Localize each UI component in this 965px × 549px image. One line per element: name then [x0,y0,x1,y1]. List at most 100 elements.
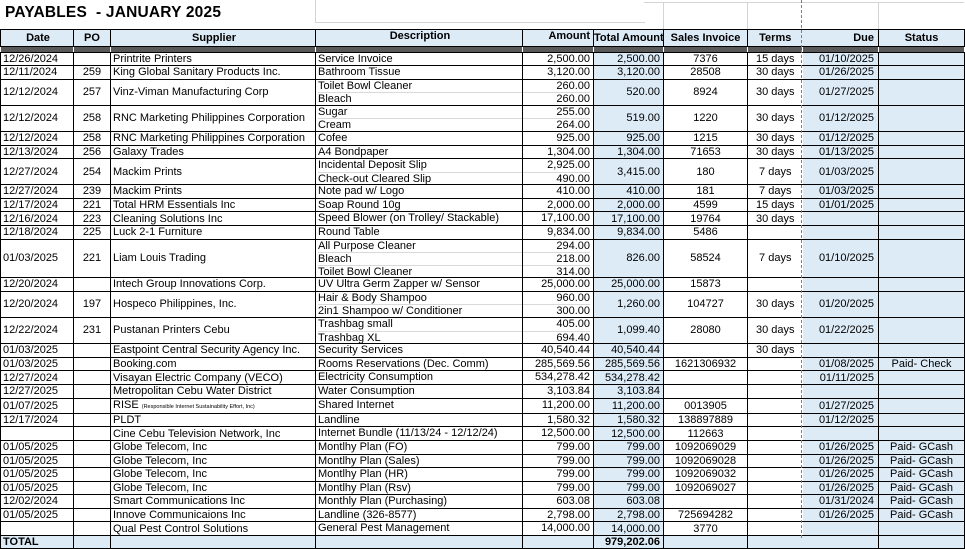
cell-terms[interactable] [747,225,803,240]
cell-po[interactable]: 258 [73,130,111,146]
cell-supplier[interactable]: PLDT [110,412,316,428]
cell-date[interactable]: 01/05/2025 [0,480,74,496]
cell-po[interactable]: 231 [73,317,111,345]
cell-due[interactable]: 01/13/2025 [802,144,879,160]
cell-date[interactable]: 12/11/2024 [0,65,74,80]
header-total[interactable]: Total Amount [593,29,664,47]
cell-status[interactable] [878,197,965,213]
cell-due[interactable]: 01/12/2025 [802,130,879,146]
cell-amount[interactable]: 799.00 [522,467,594,482]
cell-total[interactable]: 17,100.00 [593,211,664,227]
cell-po[interactable]: 259 [73,65,111,80]
cell-invoice[interactable]: 112663 [663,426,748,441]
cell-date[interactable]: 01/05/2025 [0,507,74,523]
cell-supplier[interactable]: Intech Group Innovations Corp. [110,277,316,292]
cell-supplier[interactable]: Hospeco Philippines, Inc. [110,290,316,319]
cell-due[interactable]: 01/22/2025 [802,317,879,345]
cell-status[interactable] [878,238,965,279]
cell-total[interactable]: 11,200.00 [593,397,664,414]
cell-amount[interactable]: 2,925.00 490.00 [522,158,594,186]
cell-invoice[interactable]: 138897889 [663,412,748,428]
cell-terms[interactable] [747,507,803,523]
cell-po[interactable] [73,51,111,67]
cell-invoice[interactable]: 180 [663,158,748,186]
cell-desc[interactable]: Montlhy Plan (FO) [315,439,523,455]
cell-desc[interactable]: All Purpose Cleaner Bleach Toilet Bowl Cle… [315,238,523,279]
cell-date[interactable]: 12/20/2024 [0,277,74,292]
cell-amount[interactable]: 799.00 [522,453,594,469]
cell-terms[interactable]: 30 days [747,104,803,132]
cell-due[interactable]: 01/26/2025 [802,507,879,523]
cell-due[interactable]: 01/20/2025 [802,290,879,319]
cell-supplier[interactable]: Cine Cebu Television Network, Inc [110,426,316,441]
cell-amount[interactable]: 1,580.32 [522,412,594,428]
cell-invoice[interactable] [663,494,748,509]
cell-status[interactable] [878,290,965,319]
cell-desc[interactable]: Hair & Body Shampoo 2in1 Shampoo w/ Condi… [315,290,523,319]
cell-desc[interactable]: Sugar Cream [315,104,523,132]
cell-status[interactable] [878,78,965,106]
cell-desc[interactable]: Cofee [315,130,523,146]
cell-date[interactable]: 01/05/2025 [0,467,74,482]
cell-desc[interactable]: Incidental Deposit Slip Check-out Cleared… [315,158,523,186]
cell-status[interactable] [878,521,965,537]
cell-status[interactable]: Paid- GCash [878,439,965,455]
cell-due[interactable] [802,426,879,441]
header-po[interactable]: PO [73,29,111,47]
cell-amount[interactable]: 1,304.00 [522,144,594,160]
cell-desc[interactable]: Service Invoice [315,51,523,67]
cell-po[interactable] [73,521,111,537]
cell-amount[interactable]: 260.00 260.00 [522,78,594,106]
cell-desc[interactable]: Soap Round 10g [315,197,523,213]
cell-amount[interactable]: 12,500.00 [522,426,594,441]
cell-supplier[interactable]: Globe Telecom, Inc [110,439,316,455]
cell-total[interactable]: 1,580.32 [593,412,664,428]
cell-date[interactable]: 12/22/2024 [0,317,74,345]
cell-po[interactable]: 225 [73,225,111,240]
cell-due[interactable]: 01/27/2025 [802,78,879,106]
cell-amount[interactable]: 2,798.00 [522,507,594,523]
cell-invoice[interactable]: 4599 [663,197,748,213]
cell-invoice[interactable]: 1215 [663,130,748,146]
cell-total[interactable]: 14,000.00 [593,521,664,537]
cell-terms[interactable] [747,356,803,372]
cell-invoice[interactable] [663,383,748,399]
cell-supplier[interactable]: Liam Louis Trading [110,238,316,279]
cell-date[interactable]: 12/17/2024 [0,197,74,213]
cell-invoice[interactable]: 0013905 [663,397,748,414]
cell-terms[interactable]: 30 days [747,78,803,106]
cell-status[interactable] [878,370,965,385]
cell-status[interactable] [878,144,965,160]
cell-desc[interactable]: Monthly Plan (Purchasing) [315,494,523,509]
cell-total[interactable]: 799.00 [593,467,664,482]
cell-invoice[interactable]: 7376 [663,51,748,67]
cell-total[interactable]: 3,415.00 [593,158,664,186]
cell-supplier[interactable]: Globe Telecom, Inc [110,453,316,469]
cell-terms[interactable]: 30 days [747,65,803,80]
cell-total[interactable]: 285,569.56 [593,356,664,372]
cell-total[interactable]: 520.00 [593,78,664,106]
cell-amount[interactable]: 285,569.56 [522,356,594,372]
cell-amount[interactable]: 255.00 264.00 [522,104,594,132]
cell-invoice[interactable]: 5486 [663,225,748,240]
header-status[interactable]: Status [878,29,965,47]
cell-total[interactable]: 1,304.00 [593,144,664,160]
cell-status[interactable] [878,277,965,292]
cell-amount[interactable]: 410.00 [522,184,594,199]
cell-po[interactable] [73,383,111,399]
cell-due[interactable]: 01/26/2025 [802,480,879,496]
cell-terms[interactable]: 15 days [747,51,803,67]
cell-supplier[interactable]: Galaxy Trades [110,144,316,160]
cell-terms[interactable] [747,412,803,428]
cell-status[interactable] [878,317,965,345]
cell-date[interactable]: 12/13/2024 [0,144,74,160]
cell-date[interactable]: 12/18/2024 [0,225,74,240]
cell-total[interactable]: 1,099.40 [593,317,664,345]
cell-invoice[interactable]: 1092069032 [663,467,748,482]
cell-invoice[interactable]: 104727 [663,290,748,319]
cell-amount[interactable]: 17,100.00 [522,211,594,227]
cell-status[interactable] [878,65,965,80]
cell-total[interactable]: 603.08 [593,494,664,509]
cell-terms[interactable] [747,521,803,537]
cell-invoice[interactable]: 15873 [663,277,748,292]
